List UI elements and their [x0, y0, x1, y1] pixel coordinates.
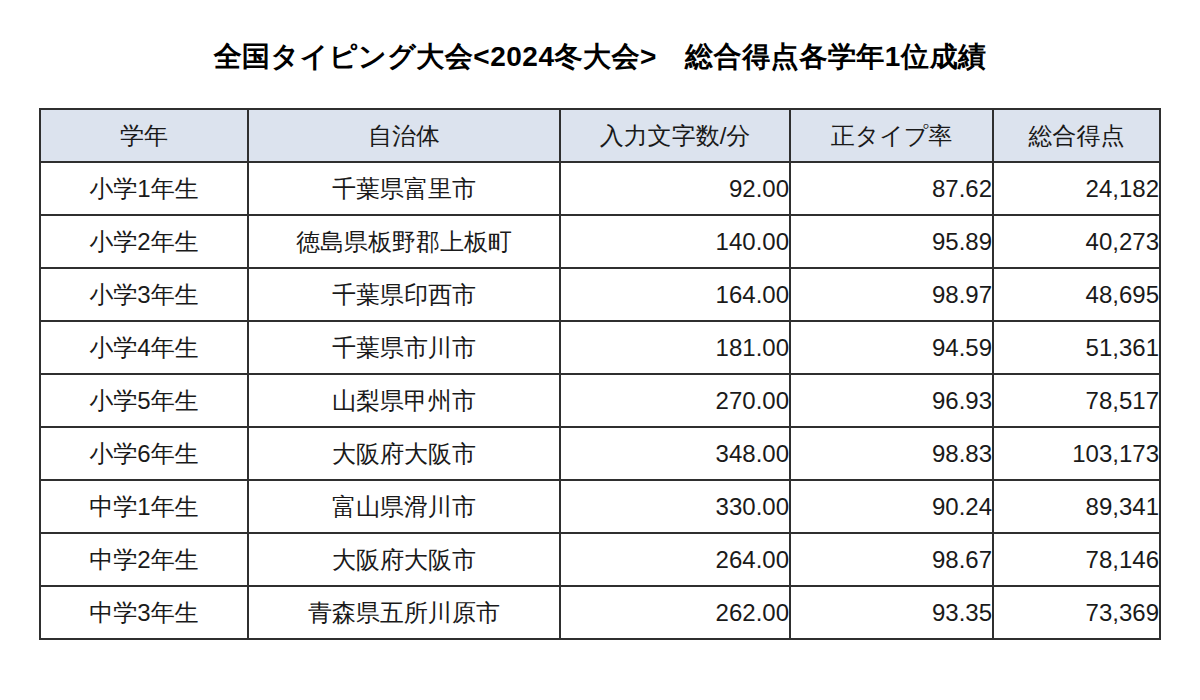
- cell-accuracy: 98.67: [790, 533, 993, 586]
- cell-grade: 中学2年生: [40, 533, 248, 586]
- cell-grade: 小学5年生: [40, 374, 248, 427]
- cell-chars-per-min: 92.00: [560, 162, 790, 215]
- cell-municipality: 大阪府大阪市: [248, 427, 560, 480]
- cell-accuracy: 98.83: [790, 427, 993, 480]
- cell-total-score: 78,517: [993, 374, 1160, 427]
- cell-total-score: 73,369: [993, 586, 1160, 639]
- cell-total-score: 24,182: [993, 162, 1160, 215]
- cell-grade: 小学4年生: [40, 321, 248, 374]
- cell-total-score: 78,146: [993, 533, 1160, 586]
- cell-chars-per-min: 262.00: [560, 586, 790, 639]
- page-title: 全国タイピング大会<2024冬大会> 総合得点各学年1位成績: [0, 38, 1200, 76]
- column-header-chars-per-min: 入力文字数/分: [560, 109, 790, 162]
- cell-municipality: 千葉県富里市: [248, 162, 560, 215]
- cell-total-score: 51,361: [993, 321, 1160, 374]
- results-table: 学年 自治体 入力文字数/分 正タイプ率 総合得点 小学1年生 千葉県富里市 9…: [39, 108, 1161, 640]
- cell-municipality: 青森県五所川原市: [248, 586, 560, 639]
- cell-municipality: 徳島県板野郡上板町: [248, 215, 560, 268]
- column-header-accuracy: 正タイプ率: [790, 109, 993, 162]
- cell-accuracy: 87.62: [790, 162, 993, 215]
- table-row: 小学1年生 千葉県富里市 92.00 87.62 24,182: [40, 162, 1160, 215]
- cell-grade: 小学2年生: [40, 215, 248, 268]
- table-row: 中学1年生 富山県滑川市 330.00 90.24 89,341: [40, 480, 1160, 533]
- table-row: 小学2年生 徳島県板野郡上板町 140.00 95.89 40,273: [40, 215, 1160, 268]
- cell-total-score: 89,341: [993, 480, 1160, 533]
- cell-municipality: 富山県滑川市: [248, 480, 560, 533]
- cell-municipality: 千葉県印西市: [248, 268, 560, 321]
- cell-grade: 中学3年生: [40, 586, 248, 639]
- cell-total-score: 48,695: [993, 268, 1160, 321]
- table-row: 小学3年生 千葉県印西市 164.00 98.97 48,695: [40, 268, 1160, 321]
- cell-grade: 小学6年生: [40, 427, 248, 480]
- column-header-total-score: 総合得点: [993, 109, 1160, 162]
- cell-accuracy: 96.93: [790, 374, 993, 427]
- table-row: 小学6年生 大阪府大阪市 348.00 98.83 103,173: [40, 427, 1160, 480]
- table-row: 中学3年生 青森県五所川原市 262.00 93.35 73,369: [40, 586, 1160, 639]
- table-row: 小学5年生 山梨県甲州市 270.00 96.93 78,517: [40, 374, 1160, 427]
- cell-chars-per-min: 264.00: [560, 533, 790, 586]
- cell-accuracy: 98.97: [790, 268, 993, 321]
- cell-accuracy: 90.24: [790, 480, 993, 533]
- cell-municipality: 千葉県市川市: [248, 321, 560, 374]
- column-header-grade: 学年: [40, 109, 248, 162]
- cell-chars-per-min: 270.00: [560, 374, 790, 427]
- cell-chars-per-min: 348.00: [560, 427, 790, 480]
- cell-total-score: 103,173: [993, 427, 1160, 480]
- cell-grade: 小学1年生: [40, 162, 248, 215]
- cell-accuracy: 94.59: [790, 321, 993, 374]
- cell-chars-per-min: 140.00: [560, 215, 790, 268]
- cell-total-score: 40,273: [993, 215, 1160, 268]
- table-row: 中学2年生 大阪府大阪市 264.00 98.67 78,146: [40, 533, 1160, 586]
- table-row: 小学4年生 千葉県市川市 181.00 94.59 51,361: [40, 321, 1160, 374]
- cell-accuracy: 93.35: [790, 586, 993, 639]
- cell-grade: 中学1年生: [40, 480, 248, 533]
- page: 全国タイピング大会<2024冬大会> 総合得点各学年1位成績 学年 自治体 入力…: [0, 0, 1200, 700]
- column-header-municipality: 自治体: [248, 109, 560, 162]
- cell-chars-per-min: 164.00: [560, 268, 790, 321]
- cell-municipality: 山梨県甲州市: [248, 374, 560, 427]
- cell-chars-per-min: 330.00: [560, 480, 790, 533]
- cell-accuracy: 95.89: [790, 215, 993, 268]
- header-row: 学年 自治体 入力文字数/分 正タイプ率 総合得点: [40, 109, 1160, 162]
- cell-municipality: 大阪府大阪市: [248, 533, 560, 586]
- cell-grade: 小学3年生: [40, 268, 248, 321]
- cell-chars-per-min: 181.00: [560, 321, 790, 374]
